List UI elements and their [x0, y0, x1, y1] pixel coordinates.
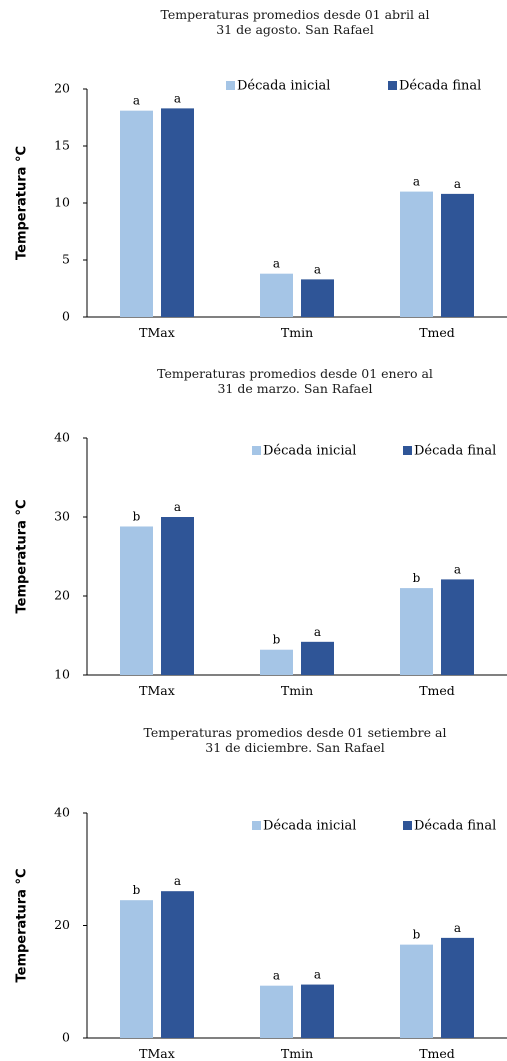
x-category-label: Tmin — [281, 1046, 313, 1061]
bar-data-label: a — [314, 625, 321, 639]
bar-data-label: a — [314, 968, 321, 982]
bar — [400, 944, 433, 1038]
bar-data-label: b — [273, 633, 281, 647]
chart-title-line-1: Temperaturas promedios desde 01 abril al — [160, 7, 430, 22]
bar — [120, 110, 153, 317]
bar — [441, 579, 474, 675]
y-tick-label: 20 — [54, 917, 70, 932]
bar-data-label: a — [314, 262, 321, 276]
bar — [260, 985, 293, 1038]
bar-data-label: a — [174, 500, 181, 514]
y-tick-label: 10 — [54, 195, 70, 210]
x-category-label: TMax — [139, 1046, 175, 1061]
x-category-label: TMax — [139, 683, 175, 698]
y-tick-label: 0 — [62, 1030, 70, 1045]
legend-entry: Década inicial — [263, 444, 356, 459]
y-tick-label: 30 — [54, 509, 70, 524]
y-tick-label: 0 — [62, 309, 70, 324]
bar — [161, 517, 194, 675]
bar — [301, 641, 334, 675]
bar-chart-september-december: Temperatura °C 0 20 40 b a TMax a a Tmin b a Tmed Déc… — [15, 805, 507, 1061]
legend-entry: Década final — [399, 79, 481, 94]
bar-data-label: b — [133, 509, 141, 523]
legend-swatch — [403, 446, 412, 455]
y-tick-label: 15 — [54, 138, 70, 153]
y-tick-label: 40 — [54, 805, 70, 820]
bar — [120, 900, 153, 1038]
bar-data-label: a — [454, 177, 461, 191]
legend-swatch — [403, 821, 412, 830]
chart-title-line-1: Temperaturas promedios desde 01 enero al — [157, 366, 433, 381]
y-axis-label: Temperatura °C — [15, 868, 30, 982]
bar-data-label: a — [174, 91, 181, 105]
bar — [161, 891, 194, 1038]
bar — [161, 108, 194, 317]
chart-title-line-2: 31 de diciembre. San Rafael — [205, 740, 385, 755]
chart-panel-3: Temperaturas promedios desde 01 setiembr… — [0, 695, 507, 1061]
legend-entry: Década final — [414, 444, 496, 459]
bar-data-label: a — [273, 969, 280, 983]
legend-swatch — [252, 821, 261, 830]
x-category-label: Tmed — [419, 683, 455, 698]
bar-chart-april-august: Temperatura °C 0 5 10 15 20 a a TMax a a Tmin a a Tmed… — [15, 79, 507, 340]
y-axis-label: Temperatura °C — [15, 146, 30, 260]
bar-data-label: b — [413, 928, 421, 942]
chart-panel-1: Temperaturas promedios desde 01 abril al… — [0, 0, 507, 345]
bar — [120, 526, 153, 675]
y-tick-label: 20 — [54, 81, 70, 96]
legend-swatch — [226, 81, 235, 90]
y-axis-label: Temperatura °C — [15, 499, 30, 613]
legend-entry: Década final — [414, 819, 496, 834]
y-tick-label: 40 — [54, 430, 70, 445]
bar — [260, 273, 293, 317]
bar — [441, 193, 474, 317]
bar — [400, 588, 433, 675]
chart-title-line-2: 31 de agosto. San Rafael — [216, 22, 374, 37]
bar-data-label: a — [133, 94, 140, 108]
bar-data-label: a — [454, 562, 461, 576]
legend-entry: Década inicial — [237, 79, 330, 94]
bar-data-label: b — [413, 571, 421, 585]
x-category-label: TMax — [139, 325, 175, 340]
x-category-label: Tmin — [281, 325, 313, 340]
y-tick-label: 20 — [54, 588, 70, 603]
bar-data-label: a — [413, 175, 420, 189]
y-tick-label: 5 — [62, 252, 70, 267]
chart-title: Temperaturas promedios desde 01 setiembr… — [95, 725, 495, 755]
bar — [260, 649, 293, 675]
x-category-label: Tmin — [281, 683, 313, 698]
bar — [301, 279, 334, 317]
bar — [400, 191, 433, 317]
x-category-label: Tmed — [419, 325, 455, 340]
bar-data-label: a — [454, 921, 461, 935]
bar-data-label: a — [273, 257, 280, 271]
chart-title: Temperaturas promedios desde 01 enero al… — [95, 366, 495, 396]
bar — [441, 937, 474, 1038]
bar-chart-january-march: Temperatura °C 10 20 30 40 b a TMax b a Tmin b a Tmed… — [15, 430, 507, 698]
legend-entry: Década inicial — [263, 819, 356, 834]
chart-title-line-1: Temperaturas promedios desde 01 setiembr… — [143, 725, 447, 740]
chart-title-line-2: 31 de marzo. San Rafael — [217, 381, 373, 396]
legend-swatch — [252, 446, 261, 455]
bar — [301, 984, 334, 1038]
bar-data-label: b — [133, 883, 141, 897]
chart-panel-2: Temperaturas promedios desde 01 enero al… — [0, 345, 507, 698]
bar-data-label: a — [174, 874, 181, 888]
y-tick-label: 10 — [54, 667, 70, 682]
x-category-label: Tmed — [419, 1046, 455, 1061]
legend-swatch — [388, 81, 397, 90]
chart-title: Temperaturas promedios desde 01 abril al… — [95, 7, 495, 37]
